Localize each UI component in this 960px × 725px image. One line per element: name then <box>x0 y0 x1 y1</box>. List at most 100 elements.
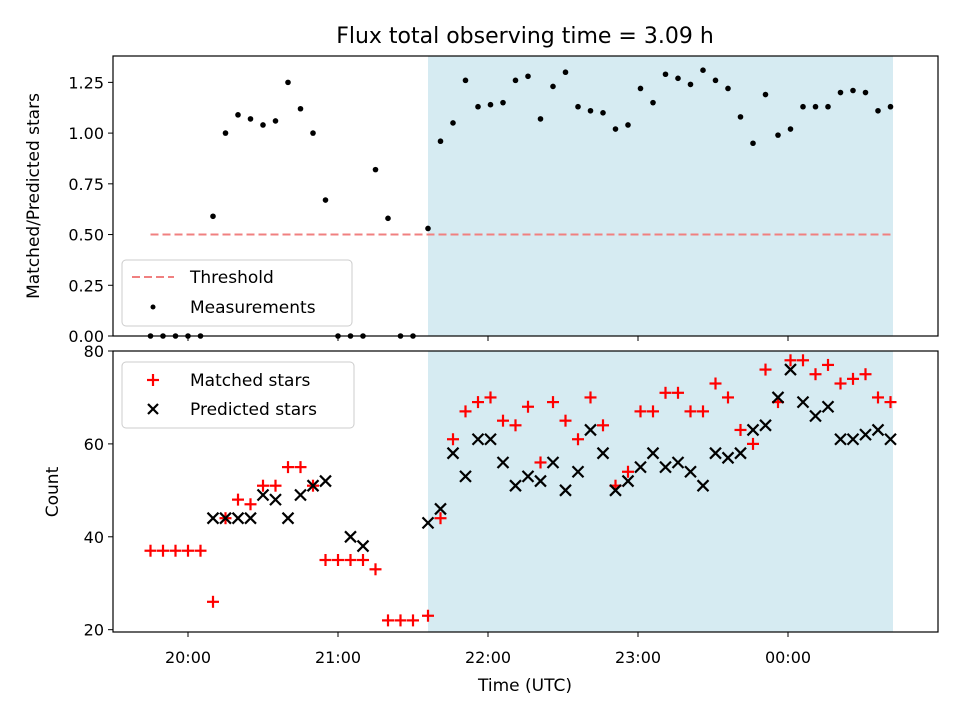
measurement-point <box>662 71 669 78</box>
measurement-point <box>222 130 229 136</box>
predicted-star-point <box>509 479 522 492</box>
matched-star-point <box>634 405 647 418</box>
measurement-point <box>487 101 494 108</box>
predicted-star-point <box>219 511 232 525</box>
matched-star-point <box>559 414 572 427</box>
matched-star-point <box>809 368 822 381</box>
matched-star-point <box>872 391 884 404</box>
legend-box <box>121 259 353 327</box>
predicted-star-point <box>759 419 772 432</box>
measurement-point <box>675 75 681 82</box>
matched-star-point <box>534 456 547 469</box>
predicted-star-point <box>319 474 332 488</box>
measurement-point <box>875 107 881 114</box>
panel-ratio: 0.00 0.25 0.50 0.75 1.00 1.25 Flux total obse… <box>24 24 939 346</box>
measurement-point <box>385 215 391 222</box>
matched-star-point <box>232 493 244 506</box>
predicted-star-point <box>734 446 747 460</box>
matched-star-point <box>144 544 157 557</box>
measurement-point <box>562 69 569 76</box>
predicted-star-point <box>244 511 257 525</box>
matched-star-point <box>747 437 759 450</box>
measurement-point <box>500 99 506 106</box>
legend: Threshold Measurements <box>121 259 353 327</box>
matched-star-point <box>647 405 659 418</box>
measurement-point <box>450 120 456 126</box>
predicted-star-point <box>256 488 270 502</box>
measurement-point <box>260 122 266 128</box>
legend-threshold-label: Threshold <box>189 268 274 288</box>
measurement-point <box>887 103 894 110</box>
measurement-point <box>650 99 656 106</box>
measurement-point <box>825 103 831 110</box>
matched-star-point <box>709 377 722 390</box>
matched-star-point <box>484 391 497 404</box>
matched-star-point <box>884 396 897 409</box>
chart-title: Flux total observing time = 3.09 h <box>336 24 714 49</box>
measurement-point <box>625 122 631 128</box>
predicted-star-point <box>269 493 282 506</box>
shaded-region <box>428 56 893 336</box>
measurement-point <box>750 140 756 147</box>
legend-measurements-label: Measurements <box>190 298 316 318</box>
predicted-star-point <box>584 423 597 437</box>
x-tick-label: 21:00 <box>315 648 361 667</box>
axes-frame <box>112 350 939 633</box>
y-tick-label: 0.00 <box>68 327 104 346</box>
measurement-point <box>512 77 519 84</box>
measurement-point <box>725 85 731 92</box>
measurement-point <box>687 81 694 88</box>
predicted-star-point <box>609 484 622 497</box>
matched-star-point <box>269 479 282 492</box>
measurement-point <box>587 107 594 114</box>
legend-matched-label: Matched stars <box>190 371 310 391</box>
matched-star-point <box>522 400 534 413</box>
matched-star-point <box>244 498 257 511</box>
matched-star-point <box>194 544 207 557</box>
measurement-point <box>310 130 316 136</box>
matched-star-point <box>722 391 734 404</box>
y-tick-label: 1.25 <box>68 73 104 92</box>
predicted-star-point <box>344 530 357 544</box>
measurement-point <box>322 197 329 203</box>
predicted-star-point <box>696 479 710 492</box>
measurement-point <box>297 105 304 112</box>
y-axis-label: Matched/Predicted stars <box>24 93 44 299</box>
predicted-star-point <box>571 465 585 479</box>
matched-star-point <box>282 461 294 474</box>
measurement-point <box>475 103 481 110</box>
predicted-star-point <box>356 539 370 553</box>
predicted-star-point <box>821 400 835 414</box>
y-axis-ticks: 20 40 60 80 <box>84 342 113 640</box>
predicted-star-point <box>534 474 547 488</box>
legend-box <box>121 361 355 429</box>
matched-star-point <box>572 433 584 446</box>
measurement-point <box>612 126 619 132</box>
measurement-point <box>762 91 769 98</box>
x-axis-label: Time (UTC) <box>477 676 572 696</box>
shaded-region <box>428 351 893 632</box>
matched-star-point <box>332 554 344 567</box>
axes-frame <box>112 55 939 337</box>
predicted-star-point <box>634 460 647 474</box>
predicted-star-point <box>596 446 610 460</box>
measurement-points <box>147 67 894 339</box>
matched-star-point <box>382 614 394 627</box>
y-tick-label: 0.25 <box>68 276 104 295</box>
y-tick-label: 20 <box>84 621 104 640</box>
measurement-point <box>575 103 581 110</box>
predicted-star-point <box>771 391 785 404</box>
matched-star-point <box>847 372 859 385</box>
y-axis-ticks: 0.00 0.25 0.50 0.75 1.00 1.25 <box>68 73 113 346</box>
x-tick-label: 23:00 <box>615 648 661 667</box>
predicted-star-point <box>471 432 485 446</box>
predicted-star-point <box>884 432 897 446</box>
predicted-star-point <box>809 409 822 423</box>
measurement-point <box>600 110 606 116</box>
legend-predicted-label: Predicted stars <box>190 400 317 420</box>
predicted-star-point <box>434 502 447 516</box>
predicted-star-point <box>646 446 660 460</box>
predicted-star-point <box>294 488 307 502</box>
matched-star-point <box>394 614 407 627</box>
